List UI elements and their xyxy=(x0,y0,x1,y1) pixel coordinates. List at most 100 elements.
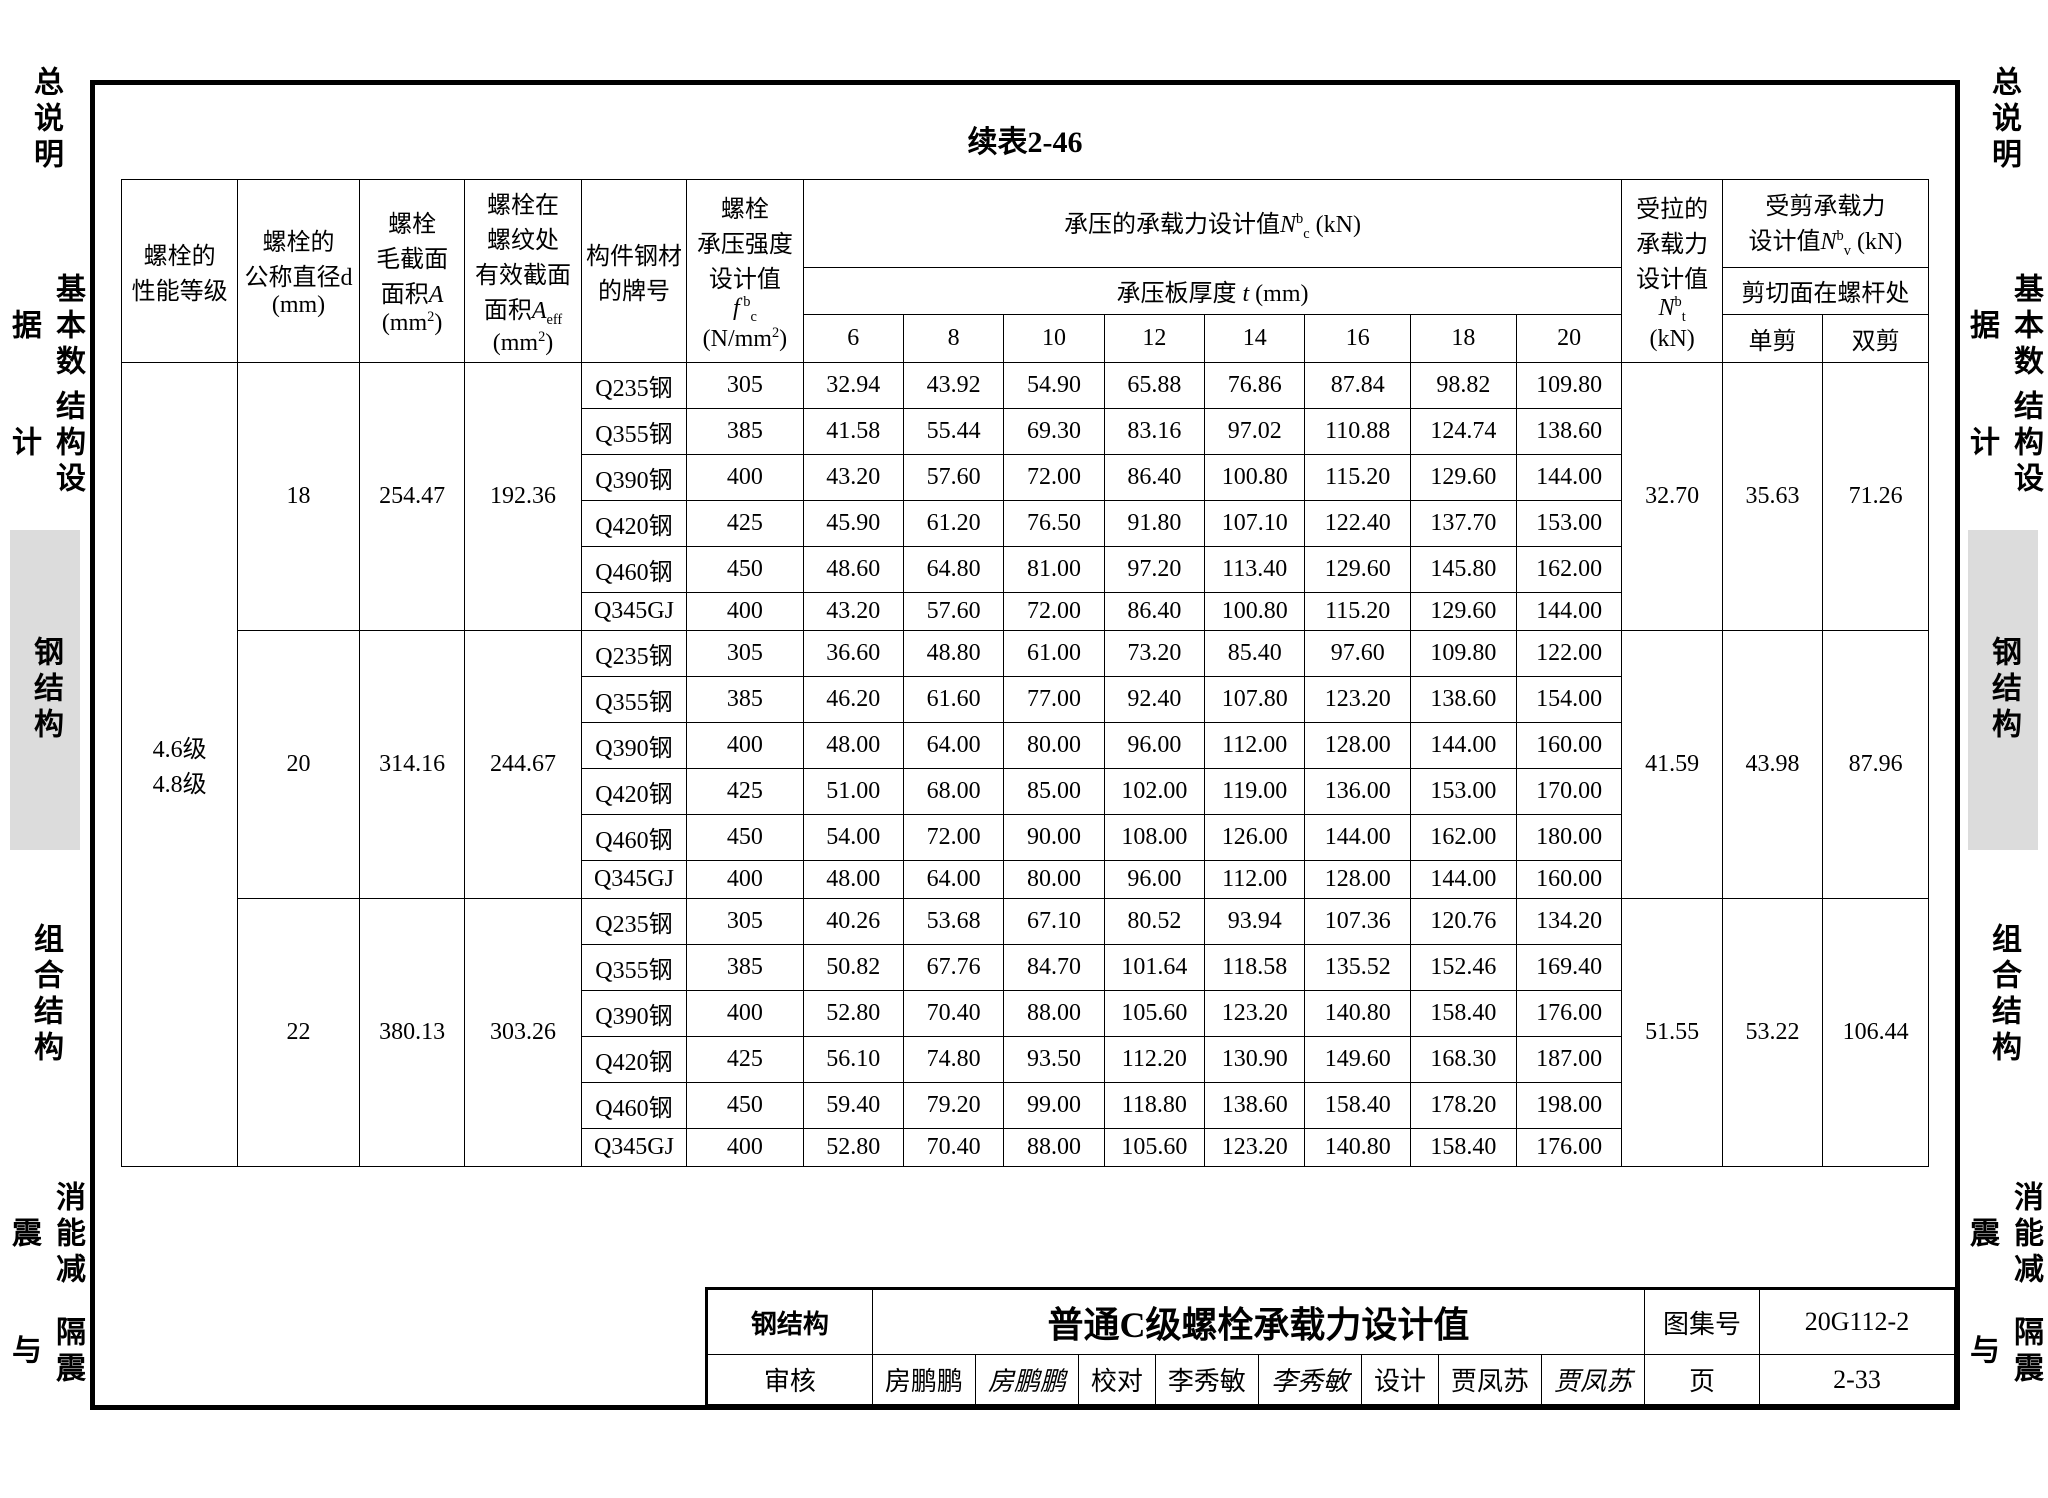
cell-A: 314.16 xyxy=(359,630,465,898)
tb-page-no: 2-33 xyxy=(1760,1355,1955,1405)
cell-Nc: 107.10 xyxy=(1205,500,1305,546)
cell-material: Q420钢 xyxy=(581,768,687,814)
tb-check-name: 李秀敏 xyxy=(1155,1355,1258,1405)
cell-Nc: 158.40 xyxy=(1411,1128,1517,1166)
tab-overview: 总说明 xyxy=(10,0,80,240)
cell-Nc: 107.36 xyxy=(1305,898,1411,944)
cell-Nc: 109.80 xyxy=(1411,630,1517,676)
cell-Nc: 105.60 xyxy=(1104,990,1204,1036)
cell-Nc: 123.20 xyxy=(1205,1128,1305,1166)
cell-Nc: 70.40 xyxy=(903,1128,1003,1166)
cell-Nc: 129.60 xyxy=(1411,592,1517,630)
cell-material: Q345GJ xyxy=(581,860,687,898)
cell-A: 254.47 xyxy=(359,362,465,630)
cell-Nc: 101.64 xyxy=(1104,944,1204,990)
cell-fcb: 385 xyxy=(687,676,803,722)
tab-isolation-r: 隔震与 xyxy=(1959,1303,2047,1400)
cell-Nc: 129.60 xyxy=(1411,454,1517,500)
cell-Nc: 67.76 xyxy=(903,944,1003,990)
tab-basic-r: 基本数据 xyxy=(1959,270,2047,383)
cell-Nc: 144.00 xyxy=(1411,860,1517,898)
tb-set-label: 图集号 xyxy=(1645,1290,1760,1355)
cell-Nc: 40.26 xyxy=(803,898,903,944)
cell-Nc: 110.88 xyxy=(1305,408,1411,454)
cell-Nc: 61.60 xyxy=(903,676,1003,722)
cell-Aeff: 244.67 xyxy=(465,630,581,898)
cell-Nc: 43.20 xyxy=(803,592,903,630)
tab-basic: 基本数据 xyxy=(1,270,89,383)
cell-Nc: 64.80 xyxy=(903,546,1003,592)
cell-Nc: 107.80 xyxy=(1205,676,1305,722)
tab-seismic: 消能减震 隔震与 xyxy=(10,1140,80,1430)
cell-Nc: 77.00 xyxy=(1004,676,1104,722)
cell-Nc: 48.80 xyxy=(903,630,1003,676)
table-caption: 续表2-46 xyxy=(121,117,1929,161)
cell-Nc: 115.20 xyxy=(1305,454,1411,500)
cell-Nc: 54.90 xyxy=(1004,362,1104,408)
cell-Nc: 102.00 xyxy=(1104,768,1204,814)
left-side-tabs: 总说明 基本数据 结构设计 钢结构 组合结构 消能减震 隔震与 xyxy=(10,0,80,1498)
tb-category: 钢结构 xyxy=(707,1290,872,1355)
tab-struct-design: 结构设计 xyxy=(1,387,89,500)
cell-Nc: 140.80 xyxy=(1305,990,1411,1036)
cell-Nc: 46.20 xyxy=(803,676,903,722)
cell-Nt: 41.59 xyxy=(1622,630,1722,898)
cell-Nc: 61.20 xyxy=(903,500,1003,546)
cell-fcb: 400 xyxy=(687,990,803,1036)
cell-Nc: 140.80 xyxy=(1305,1128,1411,1166)
cell-Nc: 51.00 xyxy=(803,768,903,814)
cell-fcb: 305 xyxy=(687,630,803,676)
tab-steel: 钢结构 xyxy=(10,530,80,850)
cell-Nc: 144.00 xyxy=(1411,722,1517,768)
title-block: 钢结构 普通C级螺栓承载力设计值 图集号 20G112-2 审核 房鹏鹏 房鹏鹏… xyxy=(705,1287,1955,1405)
cell-Nv-double: 106.44 xyxy=(1823,898,1929,1166)
cell-fcb: 400 xyxy=(687,860,803,898)
right-side-tabs: 总说明 基本数据 结构设计 钢结构 组合结构 消能减震 隔震与 xyxy=(1968,0,2038,1498)
cell-Nc: 118.58 xyxy=(1205,944,1305,990)
cell-Nc: 176.00 xyxy=(1516,990,1622,1036)
cell-Nc: 87.84 xyxy=(1305,362,1411,408)
cell-material: Q345GJ xyxy=(581,1128,687,1166)
cell-Nc: 118.80 xyxy=(1104,1082,1204,1128)
tab-composite: 组合结构 xyxy=(10,850,80,1140)
cell-Nc: 109.80 xyxy=(1516,362,1622,408)
tb-design-name: 贾凤苏 xyxy=(1438,1355,1541,1405)
cell-Nc: 64.00 xyxy=(903,860,1003,898)
cell-Nc: 36.60 xyxy=(803,630,903,676)
cell-Nc: 45.90 xyxy=(803,500,903,546)
cell-Nc: 96.00 xyxy=(1104,722,1204,768)
tab-isolation: 隔震与 xyxy=(1,1303,89,1400)
cell-fcb: 425 xyxy=(687,768,803,814)
cell-Nc: 158.40 xyxy=(1305,1082,1411,1128)
table-row: 22380.13303.26Q235钢30540.2653.6867.1080.… xyxy=(122,898,1929,944)
cell-Nc: 97.02 xyxy=(1205,408,1305,454)
cell-Nc: 138.60 xyxy=(1516,408,1622,454)
cell-Nc: 169.40 xyxy=(1516,944,1622,990)
cell-Nc: 154.00 xyxy=(1516,676,1622,722)
cell-Nc: 70.40 xyxy=(903,990,1003,1036)
cell-Nc: 83.16 xyxy=(1104,408,1204,454)
cell-Nc: 187.00 xyxy=(1516,1036,1622,1082)
cell-Nc: 54.00 xyxy=(803,814,903,860)
tb-review: 审核 xyxy=(707,1355,872,1405)
cell-Nc: 84.70 xyxy=(1004,944,1104,990)
cell-Nt: 32.70 xyxy=(1622,362,1722,630)
cell-Nc: 57.60 xyxy=(903,592,1003,630)
cell-Nc: 138.60 xyxy=(1205,1082,1305,1128)
cell-Nc: 105.60 xyxy=(1104,1128,1204,1166)
cell-fcb: 425 xyxy=(687,500,803,546)
cell-material: Q235钢 xyxy=(581,362,687,408)
cell-Nc: 108.00 xyxy=(1104,814,1204,860)
cell-Nv-single: 35.63 xyxy=(1722,362,1822,630)
cell-Nc: 99.00 xyxy=(1004,1082,1104,1128)
cell-Nc: 123.20 xyxy=(1205,990,1305,1036)
cell-fcb: 385 xyxy=(687,944,803,990)
cell-fcb: 450 xyxy=(687,1082,803,1128)
cell-Nc: 88.00 xyxy=(1004,1128,1104,1166)
cell-Nc: 59.40 xyxy=(803,1082,903,1128)
cell-Nc: 100.80 xyxy=(1205,454,1305,500)
cell-material: Q420钢 xyxy=(581,1036,687,1082)
cell-Nc: 72.00 xyxy=(903,814,1003,860)
cell-Nc: 43.92 xyxy=(903,362,1003,408)
cell-Nc: 85.00 xyxy=(1004,768,1104,814)
